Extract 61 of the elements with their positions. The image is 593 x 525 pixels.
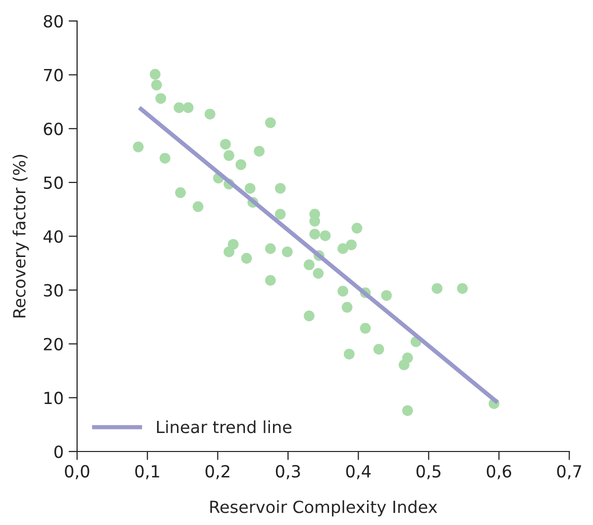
point (398, 359, 410, 370)
point (192, 201, 204, 212)
point (150, 68, 161, 80)
point (265, 117, 276, 128)
point (132, 142, 144, 152)
point (344, 348, 355, 360)
point (309, 228, 320, 240)
point (352, 222, 362, 234)
point (304, 259, 314, 270)
x-tick-label: 0,5 (416, 464, 440, 480)
point (274, 182, 286, 194)
point (220, 138, 231, 150)
y-tick-label: 20 (44, 338, 63, 350)
point (236, 159, 246, 170)
point (312, 268, 324, 279)
point (432, 283, 442, 294)
point (175, 187, 186, 198)
y-tick-label: 0 (54, 445, 63, 458)
x-tick-label: 0,4 (346, 464, 371, 480)
point (155, 93, 166, 104)
point (282, 246, 293, 258)
point (402, 405, 413, 416)
x-tick-label: 0,6 (486, 464, 512, 480)
point (274, 208, 286, 220)
point (244, 182, 256, 194)
point (182, 102, 194, 114)
y-tick-label: 70 (44, 68, 63, 82)
point (241, 252, 252, 264)
point (204, 108, 216, 120)
y-tick-label: 40 (44, 230, 63, 243)
point (304, 310, 314, 322)
point (265, 243, 276, 254)
point (224, 150, 234, 161)
y-axis-title: Recovery factor (%) (12, 154, 29, 318)
y-tick-label: 50 (44, 176, 63, 190)
legend-label: Linear trend line (157, 420, 292, 434)
point (337, 286, 348, 297)
y-tick-label: 10 (44, 392, 63, 404)
point (342, 302, 352, 313)
point (151, 80, 162, 90)
y-tick-label: 60 (44, 122, 63, 136)
point (160, 152, 170, 164)
x-tick-label: 0,3 (276, 464, 300, 480)
point (254, 146, 265, 157)
x-tick-label: 0,1 (135, 464, 160, 480)
point (381, 290, 392, 301)
point (174, 102, 184, 114)
point (360, 322, 371, 334)
y-tick-label: 80 (44, 14, 63, 28)
x-axis-title: Reservoir Complexity Index (210, 500, 438, 516)
x-tick-label: 0,0 (64, 464, 90, 480)
point (457, 283, 468, 294)
x-tick-label: 0,2 (206, 464, 230, 480)
x-tick-label: 0,7 (557, 464, 582, 480)
point (320, 230, 331, 242)
y-tick-label: 30 (44, 284, 63, 297)
point (373, 344, 384, 355)
point (265, 274, 276, 286)
point (228, 238, 239, 250)
point (337, 243, 348, 254)
point (346, 239, 357, 250)
